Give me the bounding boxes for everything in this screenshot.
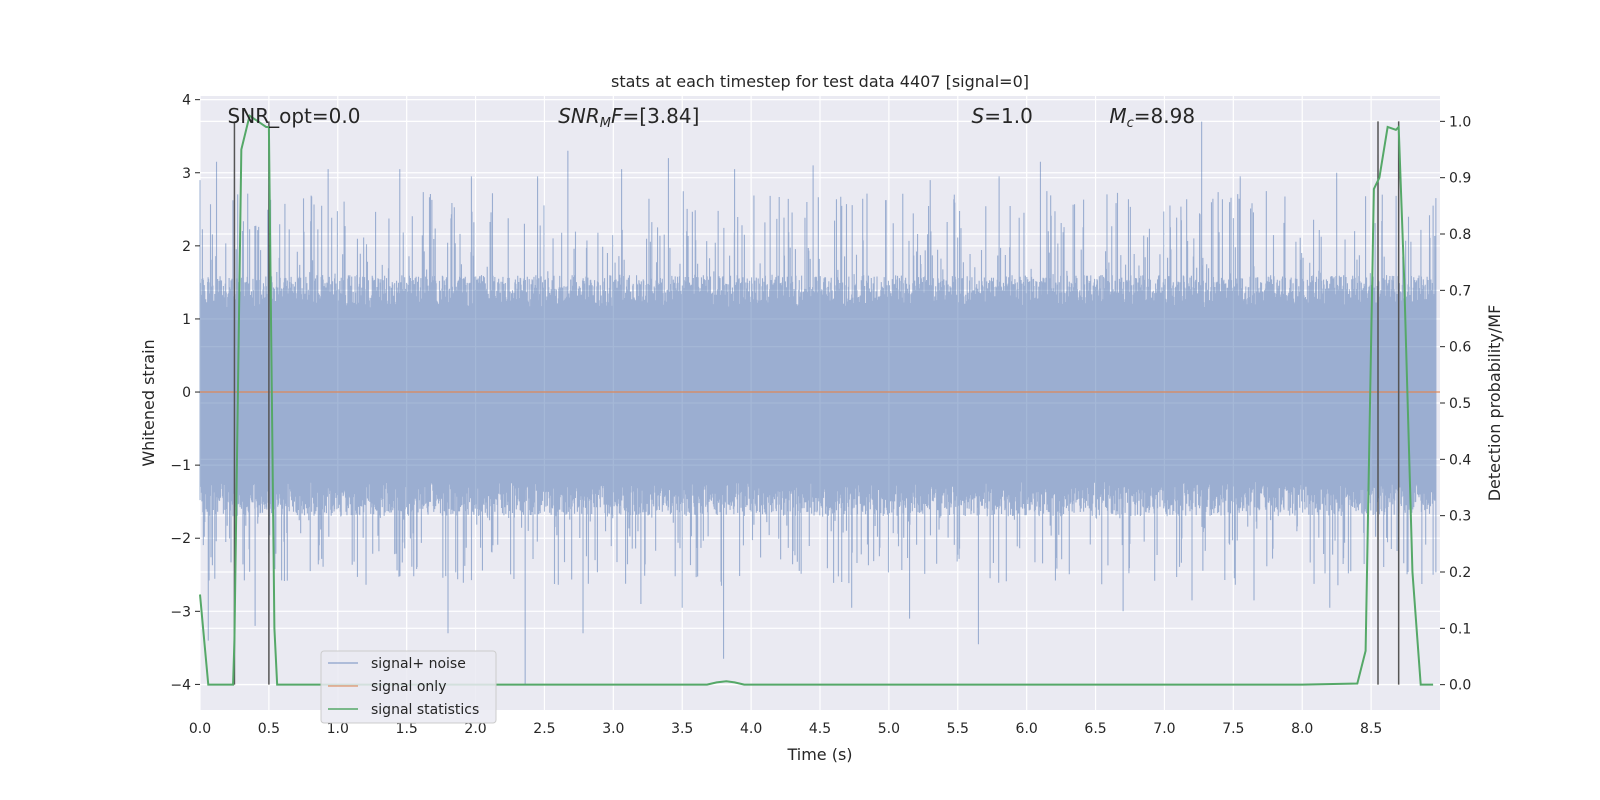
annotation-0: SNR_opt=0.0	[228, 104, 361, 128]
x-tick-label: 5.5	[947, 721, 969, 737]
y-tick-label: 0	[182, 385, 191, 401]
x-tick-label: 1.5	[396, 721, 418, 737]
x-tick-label: 6.0	[1016, 721, 1038, 737]
legend-label-signal-statistics: signal statistics	[371, 702, 479, 718]
x-tick-label: 7.0	[1153, 721, 1175, 737]
y-axis-left: 4 3 2 1 0 −1 −2 −3 −4	[170, 93, 200, 693]
x-tick-label: 8.0	[1291, 721, 1313, 737]
y-right-tick-label: 0.6	[1449, 340, 1471, 356]
statistics-line	[199, 114, 1434, 686]
y-tick-label: 1	[182, 312, 191, 328]
y-tick-label: 3	[182, 166, 191, 182]
y-right-tick-label: 0.8	[1449, 227, 1471, 243]
x-axis: 0.0 0.5 1.0 1.5 2.0 2.5 3.0 3.5 4.0 4.5 5.0 5.5 6.0 6…	[189, 721, 1382, 737]
y-tick-label: 4	[182, 93, 191, 109]
x-tick-label: 4.0	[740, 721, 762, 737]
y-right-tick-label: 0.3	[1449, 509, 1471, 525]
x-tick-label: 4.5	[809, 721, 831, 737]
y-right-tick-label: 0.4	[1449, 452, 1471, 468]
x-tick-label: 1.0	[327, 721, 349, 737]
y-right-tick-label: 0.9	[1449, 171, 1471, 187]
y-tick-label: −4	[170, 677, 191, 693]
x-tick-label: 8.5	[1360, 721, 1382, 737]
legend-label-signal-only: signal only	[371, 679, 446, 695]
y-tick-label: −3	[170, 604, 191, 620]
x-tick-label: 3.5	[671, 721, 693, 737]
y-right-tick-label: 1.0	[1449, 114, 1471, 130]
x-tick-label: 2.0	[464, 721, 486, 737]
legend-box	[320, 650, 497, 724]
annotation-3: Mc=8.98	[1109, 104, 1195, 131]
y-right-tick-label: 0.1	[1449, 621, 1471, 637]
x-tick-label: 0.0	[189, 721, 211, 737]
x-tick-label: 7.5	[1222, 721, 1244, 737]
x-tick-label: 2.5	[533, 721, 555, 737]
annotation-1: SNRMF=[3.84]	[558, 104, 699, 131]
annotations: SNR_opt=0.0 SNRMF=[3.84] S=1.0 Mc=8.98	[228, 104, 1195, 131]
x-tick-label: 3.0	[602, 721, 624, 737]
x-tick-label: 0.5	[258, 721, 280, 737]
y-tick-label: −2	[170, 531, 191, 547]
y-axis-label: Whitened strain	[139, 339, 158, 466]
legend: signal+ noise signal only signal statist…	[320, 650, 497, 724]
y-axis-right-label: Detection probability/MF	[1485, 305, 1504, 502]
y-right-tick-label: 0.0	[1449, 678, 1471, 694]
y-axis-right: 1.0 0.9 0.8 0.7 0.6 0.5 0.4 0.3 0.2 0.1 0.0	[1440, 114, 1471, 694]
y-tick-label: 2	[182, 239, 191, 255]
y-tick-label: −1	[170, 458, 191, 474]
chart-title: stats at each timestep for test data 440…	[611, 72, 1029, 91]
y-right-tick-label: 0.7	[1449, 283, 1471, 299]
series-signal-statistics	[199, 114, 1434, 686]
x-tick-label: 6.5	[1084, 721, 1106, 737]
annotation-2: S=1.0	[972, 104, 1033, 128]
y-right-tick-label: 0.5	[1449, 396, 1471, 412]
legend-label-signal-noise: signal+ noise	[371, 656, 466, 672]
y-right-tick-label: 0.2	[1449, 565, 1471, 581]
x-tick-label: 5.0	[878, 721, 900, 737]
x-axis-label: Time (s)	[786, 745, 852, 764]
